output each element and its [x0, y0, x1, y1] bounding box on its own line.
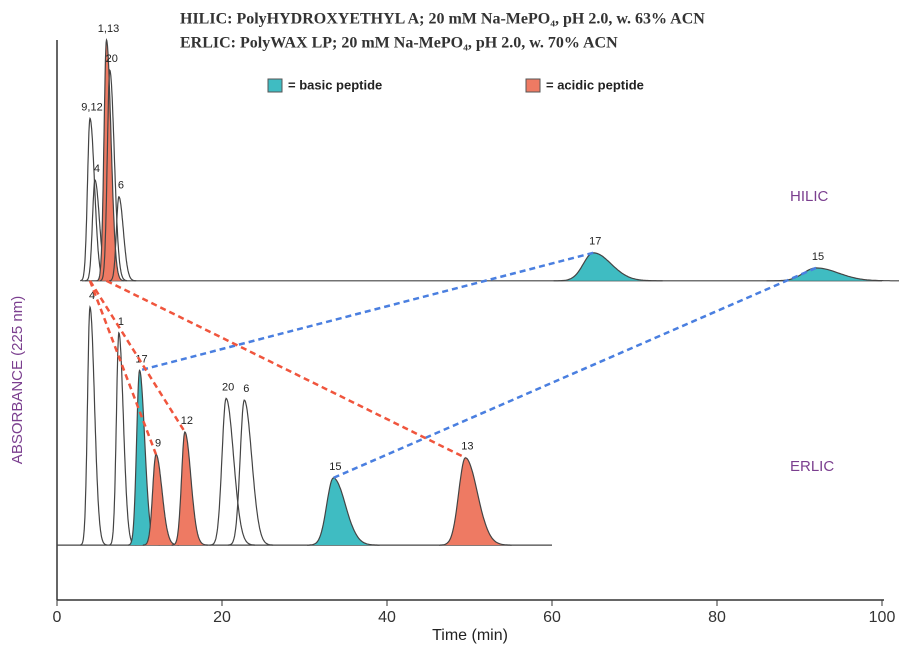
x-tick-label: 100 — [869, 609, 896, 626]
trace-name: ERLIC — [790, 458, 834, 475]
peak — [96, 38, 124, 282]
peak — [766, 267, 899, 282]
peak-label: 13 — [461, 441, 473, 453]
peak-fill — [96, 40, 124, 281]
peak — [99, 68, 128, 282]
title: ERLIC: PolyWAX LP; 20 mM Na-MePO₄, pH 2.… — [180, 35, 618, 52]
title: HILIC: PolyHYDROXYETHYL A; 20 mM Na-MePO… — [180, 11, 705, 28]
peak-label: 15 — [329, 461, 341, 473]
peak — [80, 305, 108, 546]
peak — [307, 477, 380, 546]
peak-label: 1,13 — [98, 23, 119, 35]
x-tick-label: 60 — [543, 609, 561, 626]
peak — [142, 453, 180, 546]
trace-name: HILIC — [790, 188, 829, 205]
legend-label: = basic peptide — [288, 77, 382, 92]
peak-label: 9 — [155, 437, 161, 449]
peak-label: 1 — [118, 316, 124, 328]
x-tick-label: 20 — [213, 609, 231, 626]
peak-label: 12 — [181, 415, 193, 427]
peak-fill — [553, 252, 663, 281]
x-tick-label: 80 — [708, 609, 726, 626]
x-axis-label: Time (min) — [432, 627, 508, 644]
x-tick-label: 0 — [53, 609, 62, 626]
peak-fill — [307, 477, 380, 546]
peak-fill — [142, 454, 180, 546]
peak — [109, 195, 137, 282]
x-tick-label: 40 — [378, 609, 396, 626]
legend-swatch — [267, 78, 283, 93]
peak-fill — [439, 457, 512, 546]
peak — [209, 397, 255, 546]
peak-label: 20 — [106, 53, 118, 65]
link-line — [88, 280, 158, 455]
peak-label: 17 — [589, 236, 601, 248]
peak — [553, 252, 663, 282]
peak-label: 6 — [118, 180, 124, 192]
peak-fill — [171, 432, 208, 546]
peak-fill — [127, 370, 160, 546]
link-line — [105, 279, 466, 459]
peak — [171, 431, 209, 546]
peak — [227, 399, 274, 546]
link-line — [139, 251, 594, 372]
y-axis-label: ABSORBANCE (225 nm) — [9, 296, 26, 464]
peak-label: 6 — [243, 383, 249, 395]
legend-label: = acidic peptide — [546, 77, 644, 92]
link-line — [332, 266, 817, 480]
peak-label: 4 — [89, 290, 95, 302]
peak-label: 9,12 — [81, 101, 102, 113]
peak-fill — [766, 267, 899, 281]
peak-label: 17 — [135, 353, 147, 365]
peak — [439, 457, 512, 546]
legend-swatch — [525, 78, 541, 93]
peak-label: 20 — [222, 381, 234, 393]
peak-label: 15 — [812, 251, 824, 263]
peak-label: 4 — [94, 163, 100, 175]
